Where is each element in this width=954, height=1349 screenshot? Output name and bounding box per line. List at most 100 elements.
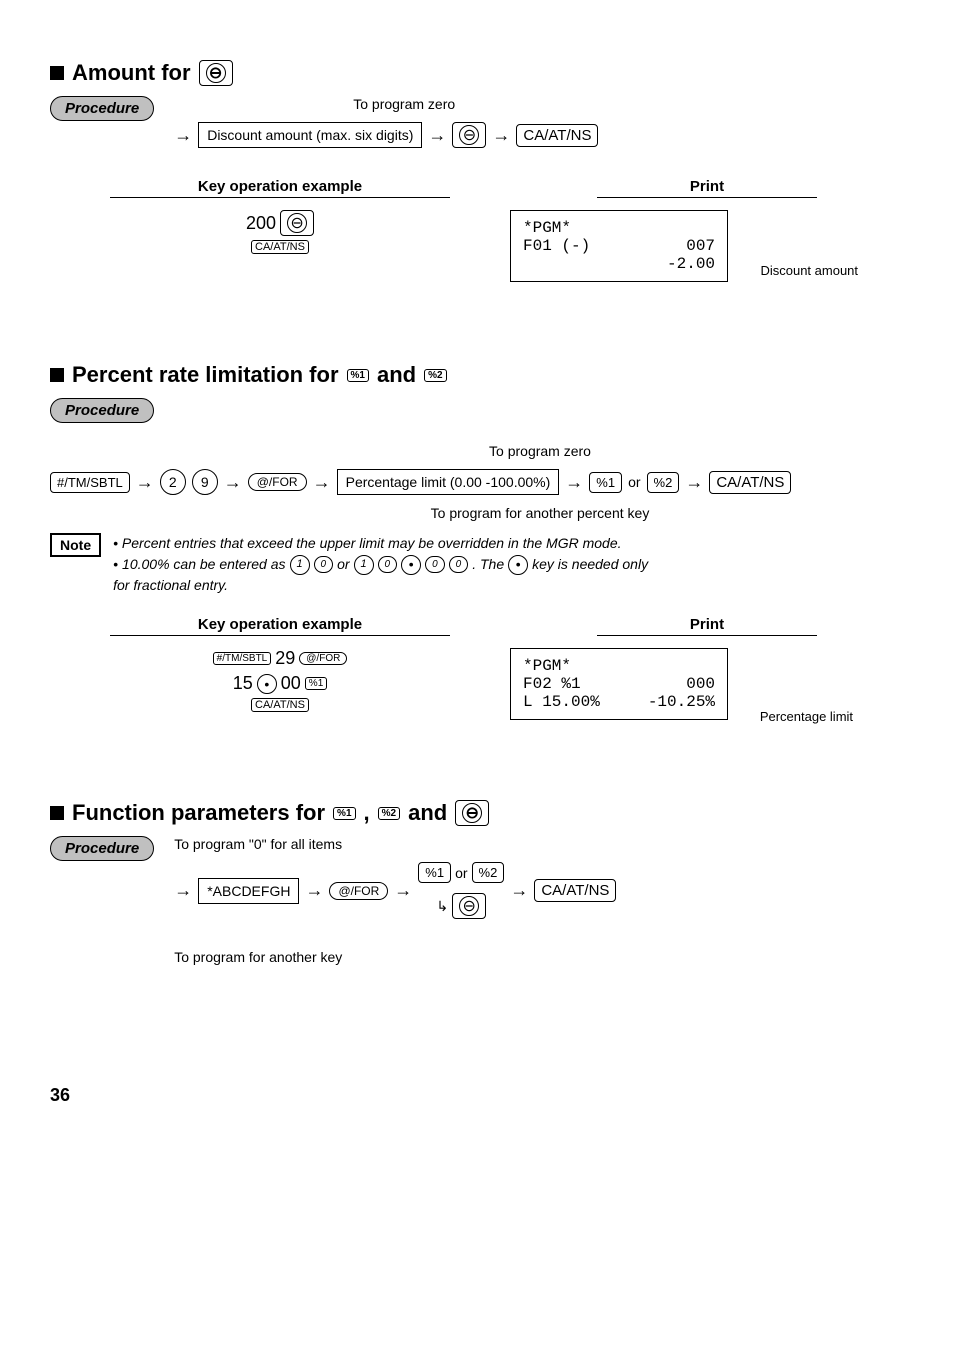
col-head-left: Key operation example <box>110 616 450 636</box>
caatns-key: CA/AT/NS <box>516 124 598 147</box>
minus-key-icon: ⊖ <box>280 210 314 236</box>
digit-9-key: 9 <box>192 469 218 495</box>
section-title: Function parameters for %1 , %2 and ⊖ <box>50 800 904 826</box>
arrow-icon: → <box>305 880 323 901</box>
section-title: Percent rate limitation for %1 and %2 <box>50 362 904 388</box>
arrow-icon: → <box>685 472 703 493</box>
digit-2-key: 2 <box>160 469 186 495</box>
arrow-icon: → <box>174 125 192 146</box>
print-output: *PGM* F01 (-) 007 -2.00 <box>510 210 728 282</box>
digit-0-key: 0 <box>314 556 334 573</box>
flow-row: → *ABCDEFGH → @/FOR → %1 or %2 ↳ ⊖ → <box>174 862 616 919</box>
example-number: 29 <box>275 648 295 669</box>
minus-key-icon: ⊖ <box>455 800 489 826</box>
decimal-key: • <box>401 555 421 575</box>
section-title: Amount for ⊖ <box>50 60 904 86</box>
decimal-key: • <box>257 674 277 694</box>
minus-key-icon: ⊖ <box>452 893 486 919</box>
minus-key-icon: ⊖ <box>452 122 486 148</box>
pct1-key: %1 <box>333 807 355 820</box>
digit-1-key: 1 <box>354 555 374 575</box>
hash-tmsbtl-key: #/TM/SBTL <box>50 472 130 493</box>
bullet-square <box>50 806 64 820</box>
arrow-icon: → <box>224 472 242 493</box>
title-text-a: Percent rate limitation for <box>72 362 339 388</box>
note-text: • Percent entries that exceed the upper … <box>113 533 648 596</box>
pct2-key: %2 <box>647 472 680 493</box>
pct1-key: %1 <box>305 677 327 690</box>
pct2-key: %2 <box>378 807 400 820</box>
or-text: or <box>628 474 640 490</box>
section-percent-rate: Percent rate limitation for %1 and %2 Pr… <box>50 362 904 720</box>
note-block: Note • Percent entries that exceed the u… <box>50 533 904 596</box>
caatns-key: CA/AT/NS <box>709 471 791 494</box>
pct2-key: %2 <box>472 862 505 883</box>
col-head-right: Print <box>597 616 817 636</box>
pct1-key: %1 <box>347 369 369 382</box>
pct-limit-input: Percentage limit (0.00 -100.00%) <box>337 469 560 495</box>
abc-input: *ABCDEFGH <box>198 878 299 904</box>
to-program-zero-label: To program zero <box>254 96 554 112</box>
or-text: or <box>455 865 467 881</box>
arrow-icon: → <box>428 125 446 146</box>
print-output: *PGM* F02 %1 000 L 15.00% -10.25% <box>510 648 728 720</box>
example-number: 00 <box>281 673 301 694</box>
bullet-square <box>50 66 64 80</box>
title-comma: , <box>364 800 370 826</box>
page-number: 36 <box>50 1085 904 1106</box>
procedure-label: Procedure <box>50 836 154 861</box>
minus-key-icon: ⊖ <box>199 60 233 86</box>
key-op-example: 200 ⊖ CA/AT/NS <box>110 210 450 254</box>
arrow-icon: → <box>136 472 154 493</box>
procedure-label: Procedure <box>50 398 154 423</box>
arrow-icon: → <box>565 472 583 493</box>
callout-pct-limit: Percentage limit <box>760 709 853 724</box>
decimal-key: • <box>508 555 528 575</box>
flow-row: #/TM/SBTL → 2 9 → @/FOR → Percentage lim… <box>50 469 904 495</box>
hash-tmsbtl-key: #/TM/SBTL <box>213 652 272 665</box>
atfor-key: @/FOR <box>329 882 388 900</box>
title-text: Amount for <box>72 60 191 86</box>
atfor-key: @/FOR <box>299 652 347 665</box>
col-head-right: Print <box>597 178 817 198</box>
example-columns: Key operation example 200 ⊖ CA/AT/NS Pri… <box>50 178 904 282</box>
digit-0-key: 0 <box>378 556 398 573</box>
caatns-key: CA/AT/NS <box>534 879 616 902</box>
note-label: Note <box>50 533 101 557</box>
title-text-b: and <box>377 362 416 388</box>
section-amount-for: Amount for ⊖ Procedure To program zero →… <box>50 60 904 282</box>
print-output-wrap: *PGM* F01 (-) 007 -2.00 Discount amount <box>510 210 728 282</box>
caatns-key: CA/AT/NS <box>251 698 309 712</box>
loop-label: To program for another percent key <box>370 505 710 521</box>
to-program-zero-label: To program zero <box>410 443 670 459</box>
atfor-key: @/FOR <box>248 473 307 491</box>
title-text-a: Function parameters for <box>72 800 325 826</box>
title-text-c: and <box>408 800 447 826</box>
branch-stack: %1 or %2 ↳ ⊖ <box>418 862 504 919</box>
section-function-params: Function parameters for %1 , %2 and ⊖ Pr… <box>50 800 904 965</box>
caatns-key: CA/AT/NS <box>251 240 309 254</box>
digit-0-key: 0 <box>425 556 445 573</box>
example-number: 200 <box>246 213 276 234</box>
discount-input-box: Discount amount (max. six digits) <box>198 122 422 148</box>
print-output-wrap: *PGM* F02 %1 000 L 15.00% -10.25% Percen… <box>510 648 728 720</box>
example-columns: Key operation example #/TM/SBTL 29 @/FOR… <box>50 616 904 720</box>
callout-discount: Discount amount <box>760 263 858 278</box>
col-head-left: Key operation example <box>110 178 450 198</box>
pct2-key: %2 <box>424 369 446 382</box>
pct1-key: %1 <box>418 862 451 883</box>
digit-0-key: 0 <box>449 556 469 573</box>
arrow-icon: → <box>313 472 331 493</box>
flow-row: → Discount amount (max. six digits) → ⊖ … <box>174 122 904 148</box>
to-program-0-label: To program "0" for all items <box>174 836 616 852</box>
example-number: 15 <box>233 673 253 694</box>
digit-1-key: 1 <box>290 555 310 575</box>
loop-label: To program for another key <box>174 949 616 965</box>
branch-arrow-icon: ↳ <box>436 898 448 915</box>
arrow-icon: → <box>174 880 192 901</box>
procedure-label: Procedure <box>50 96 154 121</box>
arrow-icon: → <box>492 125 510 146</box>
key-op-example: #/TM/SBTL 29 @/FOR 15 • 00 %1 CA/AT/NS <box>110 648 450 712</box>
arrow-icon: → <box>394 880 412 901</box>
bullet-square <box>50 368 64 382</box>
